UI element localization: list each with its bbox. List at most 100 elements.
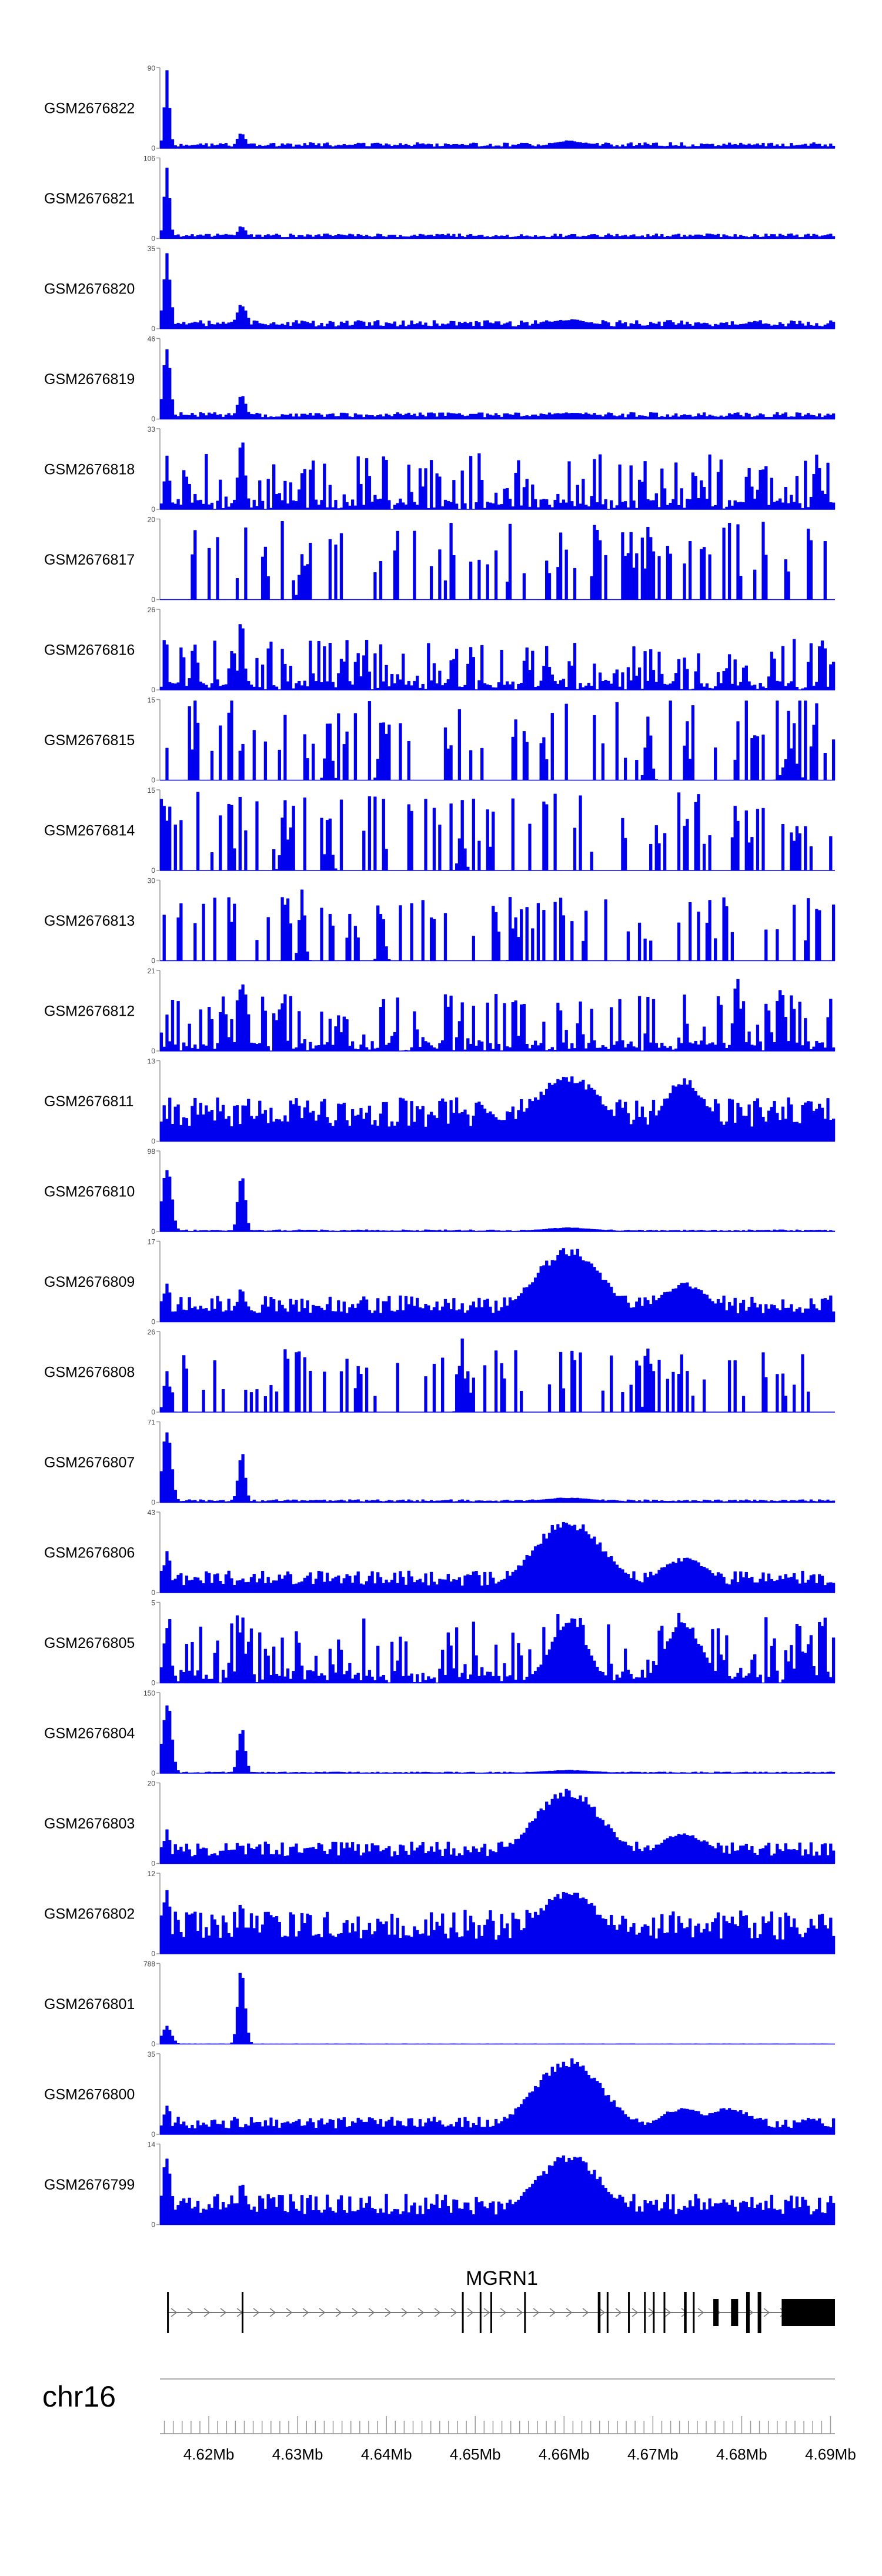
x-tick-label: 4.69Mb (805, 2445, 856, 2463)
strand-arrow (401, 2308, 408, 2317)
strand-arrow (434, 2308, 441, 2317)
signal-area-GSM2676801 (159, 1973, 836, 2044)
exon (524, 2292, 526, 2333)
exon (462, 2292, 464, 2333)
y-min-label: 0 (151, 2130, 155, 2138)
signal-area-GSM2676814 (159, 792, 835, 871)
track-GSM2676812: GSM2676812 21 0 (44, 967, 836, 1055)
track-GSM2676808: GSM2676808 26 0 (44, 1328, 835, 1416)
track-GSM2676802: GSM2676802 12 0 (44, 1870, 836, 1958)
track-GSM2676807: GSM2676807 71 0 (44, 1419, 836, 1507)
track-label: GSM2676817 (44, 552, 135, 568)
track-label: GSM2676822 (44, 101, 135, 117)
x-tick-label: 4.63Mb (272, 2445, 323, 2463)
signal-tracks: GSM2676822 90 0 GSM2676821 106 0 GSM2676820 35 0… (44, 64, 836, 2229)
y-min-label: 0 (151, 505, 155, 513)
chromosome-label: chr16 (42, 2380, 116, 2413)
signal-area-GSM2676800 (159, 2058, 836, 2135)
y-min-label: 0 (151, 1679, 155, 1687)
track-label: GSM2676799 (44, 2177, 135, 2193)
y-min-label: 0 (151, 776, 155, 785)
signal-area-GSM2676819 (159, 349, 836, 419)
y-min-label: 0 (151, 235, 155, 243)
track-GSM2676816: GSM2676816 26 0 (44, 606, 836, 694)
y-max-label: 98 (148, 1147, 156, 1156)
signal-area-GSM2676807 (159, 1432, 836, 1503)
gene-track: MGRN1 (167, 2267, 835, 2333)
track-GSM2676821: GSM2676821 106 0 (44, 155, 836, 243)
exon (746, 2292, 750, 2333)
x-tick-label: 4.62Mb (183, 2445, 235, 2463)
track-GSM2676822: GSM2676822 90 0 (44, 64, 836, 152)
y-max-label: 17 (148, 1238, 156, 1246)
y-max-label: 788 (143, 1960, 155, 1968)
y-min-label: 0 (151, 1950, 155, 1958)
y-min-label: 0 (151, 1227, 155, 1236)
strand-arrow (286, 2308, 293, 2317)
exon (781, 2299, 835, 2326)
strand-arrow (697, 2308, 704, 2317)
track-label: GSM2676820 (44, 281, 135, 298)
exon (490, 2292, 492, 2333)
signal-area-GSM2676805 (159, 1613, 836, 1683)
exon (644, 2292, 646, 2333)
strand-arrow (385, 2308, 392, 2317)
y-min-label: 0 (151, 1408, 155, 1416)
track-label: GSM2676819 (44, 371, 135, 388)
track-label: GSM2676801 (44, 1996, 135, 2013)
track-label: GSM2676808 (44, 1364, 135, 1381)
y-min-label: 0 (151, 866, 155, 875)
track-label: GSM2676813 (44, 913, 135, 929)
track-GSM2676817: GSM2676817 20 0 (44, 516, 835, 604)
x-tick-label: 4.64Mb (361, 2445, 412, 2463)
y-min-label: 0 (151, 957, 155, 965)
y-max-label: 14 (148, 2141, 156, 2149)
exon (241, 2292, 243, 2333)
exon (713, 2299, 719, 2326)
y-min-label: 0 (151, 325, 155, 333)
track-GSM2676805: GSM2676805 5 0 (44, 1599, 836, 1687)
track-label: GSM2676816 (44, 642, 135, 659)
track-label: GSM2676804 (44, 1726, 135, 1742)
track-label: GSM2676805 (44, 1635, 135, 1651)
x-tick-label: 4.66Mb (539, 2445, 590, 2463)
y-max-label: 35 (148, 2050, 156, 2058)
strand-arrow (483, 2308, 490, 2317)
strand-arrow (335, 2308, 342, 2317)
strand-arrow (171, 2308, 178, 2317)
y-max-label: 90 (148, 64, 156, 72)
exon (731, 2299, 739, 2326)
gene-label: MGRN1 (466, 2267, 538, 2290)
y-min-label: 0 (151, 1860, 155, 1868)
track-label: GSM2676809 (44, 1274, 135, 1290)
strand-arrow (516, 2308, 523, 2317)
strand-arrow (549, 2308, 556, 2317)
y-max-label: 13 (148, 1057, 156, 1066)
track-label: GSM2676806 (44, 1545, 135, 1561)
track-GSM2676818: GSM2676818 33 0 (44, 425, 836, 513)
y-min-label: 0 (151, 1137, 155, 1146)
strand-arrow (533, 2308, 540, 2317)
x-tick-label: 4.68Mb (716, 2445, 767, 2463)
track-GSM2676819: GSM2676819 46 0 (44, 335, 836, 423)
signal-area-GSM2676822 (159, 70, 836, 149)
track-GSM2676801: GSM2676801 788 0 (44, 1960, 836, 2048)
gene-exons (167, 2292, 835, 2333)
y-max-label: 26 (148, 606, 156, 614)
exon (628, 2292, 630, 2333)
track-label: GSM2676812 (44, 1003, 135, 1020)
track-label: GSM2676821 (44, 191, 135, 207)
y-max-label: 15 (148, 696, 156, 705)
y-max-label: 33 (148, 425, 156, 433)
exon (167, 2292, 169, 2333)
signal-area-GSM2676809 (159, 1248, 836, 1322)
y-min-label: 0 (151, 1769, 155, 1777)
strand-arrow (664, 2308, 671, 2317)
strand-arrow (763, 2308, 770, 2317)
strand-arrow (450, 2308, 457, 2317)
signal-area-GSM2676806 (159, 1521, 836, 1593)
strand-arrow (269, 2308, 276, 2317)
signal-area-GSM2676821 (159, 168, 836, 239)
signal-area-GSM2676815 (160, 700, 836, 780)
track-GSM2676810: GSM2676810 98 0 (44, 1147, 836, 1236)
